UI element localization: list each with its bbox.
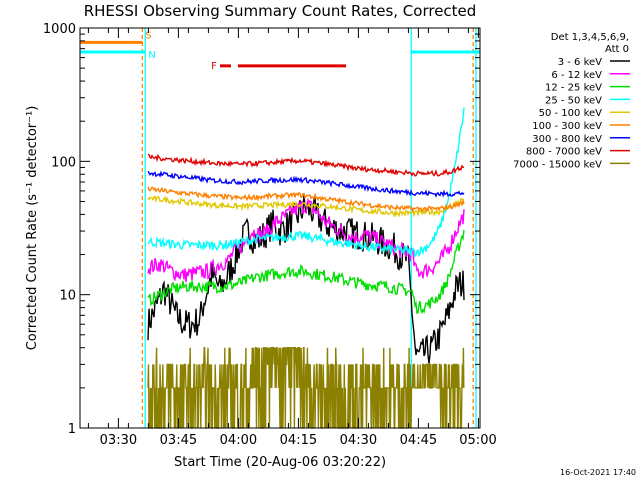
legend-label-5: 100 - 300 keV <box>532 121 602 132</box>
plot-frame <box>79 27 481 429</box>
series-line-800-7000keV <box>148 153 465 177</box>
legend-label-1: 6 - 12 keV <box>551 70 602 81</box>
legend-label-8: 7000 - 15000 keV <box>513 159 602 170</box>
x-axis: 03:30 03:45 04:00 04:15 04:30 04:45 05:00 <box>87 28 497 448</box>
series-line-25-50keV <box>147 107 465 258</box>
y-tick-label: 1000 <box>43 22 76 37</box>
x-axis-label: Start Time (20-Aug-06 03:20:22) <box>174 455 386 470</box>
marker-lines <box>141 28 477 428</box>
x-tick-label: 03:45 <box>160 433 197 448</box>
y-axis: 1 10 100 1000 <box>43 22 480 437</box>
series-layer <box>147 107 465 429</box>
legend-label-6: 300 - 800 keV <box>532 134 602 145</box>
x-tick-label: 04:15 <box>280 433 317 448</box>
series-line-12-25keV <box>147 230 465 315</box>
legend-label-3: 25 - 50 keV <box>545 95 602 106</box>
legend-label-7: 800 - 7000 keV <box>526 147 602 158</box>
chart-title: RHESSI Observing Summary Count Rates, Co… <box>84 2 477 20</box>
legend: Det 1,3,4,5,6,9,Att 03 - 6 keV 6 - 12 keV… <box>513 32 630 170</box>
y-tick-label: 1 <box>68 422 76 437</box>
legend-label-0: 3 - 6 keV <box>558 57 602 68</box>
y-tick-label: 10 <box>59 289 76 304</box>
legend-label-2: 12 - 25 keV <box>545 83 602 94</box>
x-tick-label: 03:30 <box>100 433 137 448</box>
legend-label-4: 50 - 100 keV <box>539 108 603 119</box>
y-tick-label: 100 <box>51 155 76 170</box>
series-line-50-100keV <box>147 195 465 218</box>
series-line-6-12keV <box>147 197 465 283</box>
series-line-7000-15000keV <box>147 347 465 429</box>
legend-header-1: Att 0 <box>605 44 629 55</box>
flag-label-3: F <box>211 61 217 72</box>
x-tick-label: 05:00 <box>459 433 496 448</box>
flag-label-0: S <box>145 30 151 41</box>
y-axis-label: Corrected Count Rate (s⁻¹ detector⁻¹) <box>25 106 40 351</box>
legend-header-0: Det 1,3,4,5,6,9, <box>551 32 629 43</box>
flag-label-1: N <box>148 50 155 61</box>
x-tick-label: 04:45 <box>400 433 437 448</box>
series-line-300-800keV <box>147 170 465 198</box>
footer-timestamp: 16-Oct-2021 17:40 <box>560 468 636 477</box>
flag-bars: SN F <box>80 30 480 72</box>
x-tick-label: 04:00 <box>220 433 257 448</box>
series-line-100-300keV <box>147 186 465 214</box>
x-tick-label: 04:30 <box>340 433 377 448</box>
